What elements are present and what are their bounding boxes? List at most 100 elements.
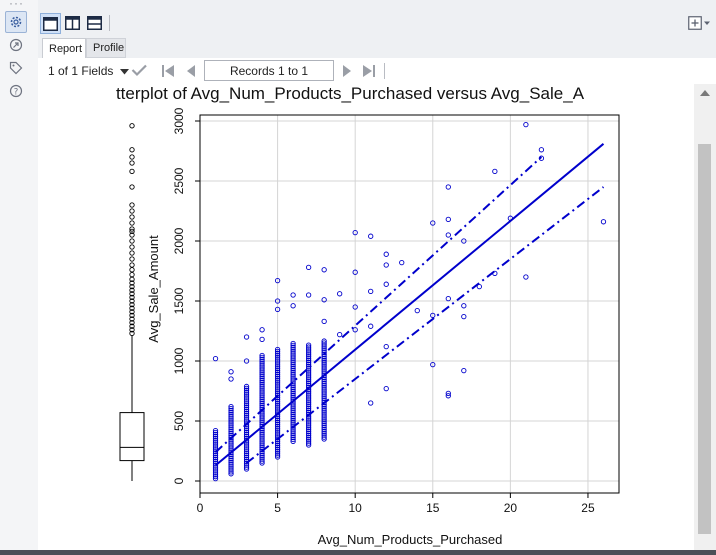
data-point	[259, 354, 265, 361]
boxplot-outlier	[129, 250, 135, 256]
data-point	[274, 431, 281, 437]
data-point	[399, 259, 405, 266]
data-point	[228, 457, 234, 464]
data-point	[461, 313, 467, 320]
data-point	[259, 448, 265, 455]
data-point	[321, 267, 327, 273]
data-point	[305, 392, 312, 398]
data-point	[414, 307, 420, 314]
data-point	[383, 281, 389, 287]
data-point	[259, 396, 265, 403]
data-point	[321, 359, 327, 365]
single-view-icon[interactable]	[40, 13, 61, 34]
tag-icon[interactable]	[7, 59, 25, 77]
previous-page-icon[interactable]	[186, 65, 196, 77]
data-point	[259, 452, 265, 458]
data-point	[290, 384, 296, 391]
data-point	[259, 429, 265, 435]
data-point	[383, 251, 389, 257]
data-point	[305, 344, 312, 350]
last-page-icon[interactable]	[362, 65, 375, 77]
data-point	[228, 463, 234, 469]
scroll-up-icon[interactable]	[700, 90, 710, 96]
data-point	[305, 394, 312, 400]
data-point	[321, 378, 327, 385]
tab-profile[interactable]: Profile	[86, 38, 126, 58]
split-horizontal-icon[interactable]	[85, 13, 104, 32]
add-window-icon[interactable]	[687, 13, 711, 32]
x-tick-label: 0	[197, 501, 204, 515]
scrollbar-thumb[interactable]	[698, 144, 711, 534]
data-point	[259, 418, 265, 424]
data-point	[321, 297, 327, 303]
sidebar-grip: ···	[9, 0, 24, 10]
regression-fit-line	[214, 143, 605, 467]
vertical-scrollbar[interactable]	[694, 84, 716, 550]
help-icon[interactable]: ?	[7, 82, 25, 100]
plot-frame	[199, 114, 620, 494]
chart-title: tterplot of Avg_Num_Products_Purchased v…	[116, 84, 585, 103]
data-point	[274, 375, 281, 381]
split-vertical-icon[interactable]	[63, 13, 82, 32]
x-tick-label: 10	[349, 501, 363, 515]
data-point	[321, 411, 327, 417]
fields-selector[interactable]: 1 of 1 Fields	[48, 64, 129, 78]
data-point	[259, 362, 265, 368]
first-page-icon[interactable]	[162, 65, 175, 77]
data-point	[274, 444, 281, 451]
data-point	[274, 440, 281, 447]
data-point	[212, 449, 219, 455]
data-point	[259, 400, 265, 407]
data-point	[274, 419, 281, 426]
data-point	[290, 356, 296, 362]
data-point	[259, 431, 265, 437]
data-point	[228, 415, 234, 421]
data-point	[305, 390, 312, 396]
data-point	[321, 386, 327, 392]
data-point	[274, 346, 281, 353]
data-point	[212, 472, 219, 478]
data-point	[212, 452, 219, 459]
boxplot-outlier	[129, 160, 135, 166]
data-point	[430, 312, 436, 319]
data-point	[259, 381, 265, 387]
x-tick-label: 20	[504, 501, 518, 515]
boxplot-outlier	[129, 312, 135, 319]
data-point	[368, 323, 374, 329]
data-point	[243, 431, 250, 438]
data-point	[228, 413, 234, 419]
workflow-icon[interactable]	[7, 36, 25, 54]
data-point	[259, 416, 265, 422]
data-point	[305, 436, 312, 442]
data-point	[228, 425, 234, 431]
scatterplot-chart: 0 5 10 15 20 25 0 500 1000 1500 2000 2500 3000 tterp…	[116, 84, 620, 547]
tab-report[interactable]: Report	[42, 38, 86, 58]
boxplot-outlier	[129, 202, 135, 208]
data-point	[243, 358, 250, 364]
data-point	[274, 454, 281, 460]
data-point	[274, 452, 281, 458]
data-point	[492, 168, 498, 175]
checkmark-icon[interactable]	[131, 63, 148, 77]
data-point	[321, 382, 327, 388]
data-point	[243, 445, 250, 451]
data-point	[290, 392, 296, 398]
records-range-field[interactable]: Records 1 to 1	[204, 60, 334, 81]
data-point	[274, 306, 281, 313]
data-point	[274, 369, 281, 376]
data-point	[290, 390, 296, 397]
data-point	[305, 373, 312, 379]
gear-icon[interactable]	[5, 11, 27, 33]
y-tick-label: 2500	[172, 167, 186, 194]
next-page-icon[interactable]	[342, 65, 352, 77]
data-point	[290, 361, 296, 368]
data-point	[259, 402, 265, 409]
data-point	[259, 360, 265, 366]
data-point	[290, 342, 296, 349]
data-point	[305, 442, 312, 448]
data-point	[212, 439, 219, 445]
data-point	[259, 427, 265, 434]
data-point	[228, 469, 234, 475]
data-point	[290, 386, 296, 393]
data-point	[290, 398, 296, 404]
